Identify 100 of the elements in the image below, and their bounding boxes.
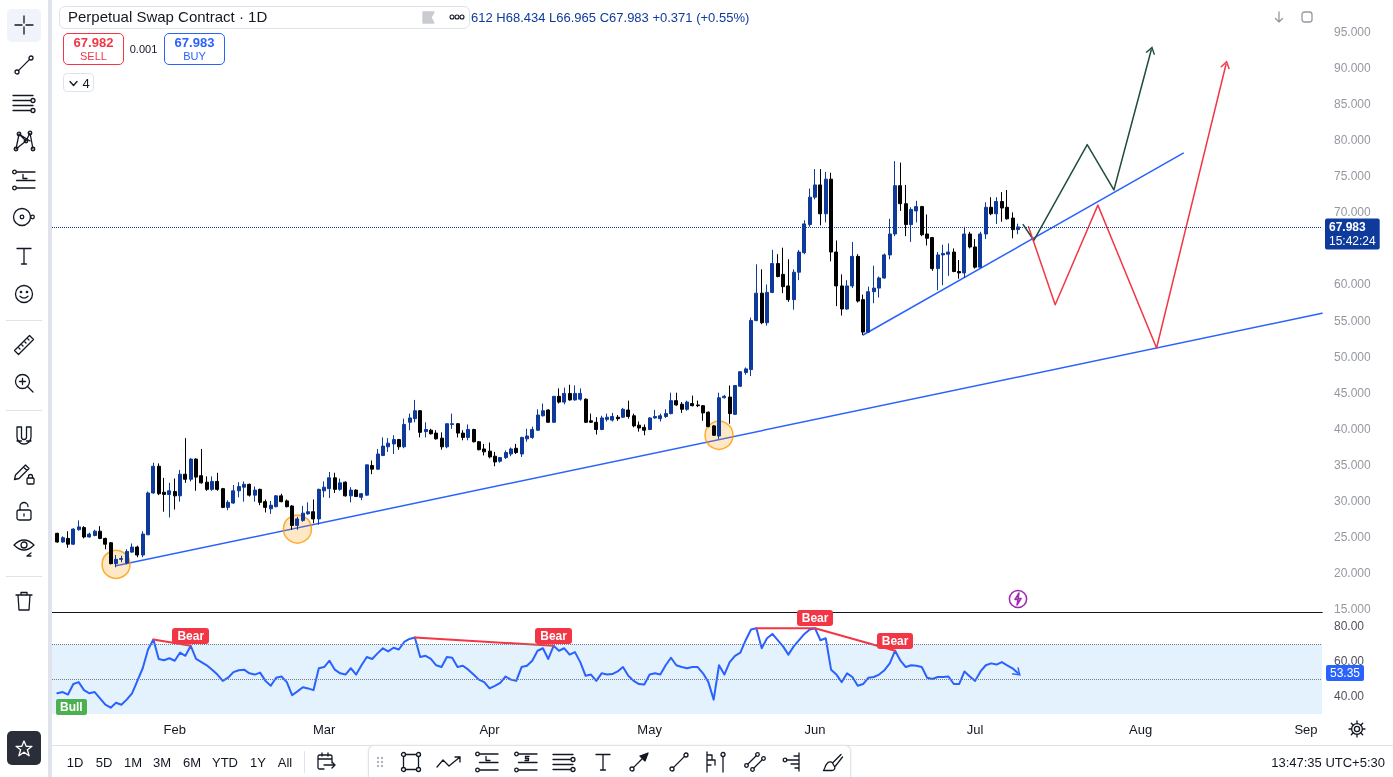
annotation: Bear	[876, 632, 914, 649]
candlestick	[728, 384, 732, 425]
y-tick-label: 25.000	[1334, 529, 1372, 544]
annotation: Bear	[796, 610, 834, 627]
y-tick-label: 95.000	[1334, 25, 1372, 39]
candlestick	[712, 424, 716, 437]
candlestick	[1011, 211, 1015, 239]
candlestick	[557, 387, 561, 405]
annotation: Bear	[535, 627, 572, 644]
candlestick	[189, 457, 193, 482]
candlestick	[365, 464, 369, 497]
candlestick	[93, 529, 97, 537]
candlestick	[397, 438, 401, 451]
candlestick	[135, 545, 139, 558]
text: All	[277, 754, 293, 770]
candlestick	[866, 286, 870, 334]
candlestick	[349, 486, 353, 503]
candlestick	[546, 408, 550, 424]
candlestick	[440, 431, 444, 451]
x-tick-label: May	[637, 722, 663, 737]
y-tick-label: 60.000	[1334, 277, 1372, 292]
point	[1145, 46, 1156, 55]
text: 15:42:24	[1329, 234, 1377, 249]
candlestick	[626, 400, 630, 420]
candlestick	[109, 541, 113, 565]
y-tick-label: 80.000	[1334, 133, 1372, 148]
text: 1Y	[250, 754, 266, 770]
candlestick	[178, 469, 182, 503]
chart-title: Perpetual Swap Contract · 1D	[68, 8, 268, 25]
candlestick	[989, 196, 993, 216]
candlestick	[338, 478, 342, 492]
y-tick-label: 20.000	[1334, 566, 1372, 581]
annotation: Bear	[172, 627, 210, 644]
text: 612 H68.434 L66.965 C67.983 +0.371 (+0.55%)	[471, 9, 750, 25]
y-tick-label: 40.000	[1334, 421, 1372, 436]
y-tick-label: 15.000	[1334, 602, 1372, 617]
text: 1M	[123, 754, 143, 770]
candlestick	[424, 421, 428, 438]
candlestick	[498, 456, 502, 464]
candlestick	[215, 472, 219, 492]
y-tick-label: 40.00	[1334, 689, 1365, 704]
annotation: SELL	[80, 49, 107, 62]
candlestick	[247, 483, 251, 498]
candlestick	[824, 171, 828, 223]
candlestick	[840, 273, 844, 317]
y-tick-label: 50.000	[1334, 349, 1372, 364]
annotation: BUY	[183, 49, 206, 62]
x-tick-label: Jul	[966, 722, 984, 737]
candlestick	[87, 532, 91, 539]
candlestick	[466, 423, 470, 441]
candlestick	[210, 475, 214, 492]
y-tick-label: 85.000	[1334, 97, 1372, 112]
candlestick	[562, 387, 566, 405]
candlestick	[311, 498, 315, 524]
text: 53.35	[1326, 665, 1365, 682]
candlestick	[898, 162, 902, 212]
candlestick	[568, 384, 572, 402]
text: YTD	[212, 754, 238, 770]
text: 13:47:35 UTC+5:30	[1271, 754, 1385, 770]
candlestick	[295, 516, 299, 531]
x-tick-label: Feb	[163, 722, 186, 737]
x-tick-label: Jun	[804, 722, 826, 737]
candlestick	[760, 268, 764, 325]
x-tick-label: Aug	[1129, 722, 1153, 737]
ref-line-label: 67.983	[1329, 220, 1367, 235]
candlestick	[167, 482, 171, 518]
candlestick	[621, 407, 625, 419]
candlestick	[359, 492, 363, 501]
candlestick	[61, 535, 65, 544]
candlestick	[343, 480, 347, 498]
annotation: 67.983	[174, 34, 215, 50]
y-tick-label: 70.000	[1334, 205, 1372, 220]
candlestick	[354, 488, 358, 498]
y-tick-label: 55.000	[1334, 313, 1372, 328]
candlestick	[333, 472, 337, 494]
x-tick-label: Apr	[479, 722, 501, 737]
candlestick	[205, 475, 209, 492]
candlestick	[904, 184, 908, 237]
candlestick	[183, 437, 187, 484]
point	[1220, 60, 1230, 70]
candlestick	[77, 519, 81, 531]
candlestick	[680, 401, 684, 414]
candlestick	[55, 532, 59, 544]
text: 1D	[66, 754, 84, 770]
candlestick	[402, 418, 406, 449]
candlestick	[221, 487, 225, 509]
candlestick	[253, 485, 257, 503]
candlestick	[685, 400, 689, 412]
text: 5D	[95, 754, 113, 770]
candlestick	[82, 525, 86, 539]
candlestick	[514, 443, 518, 455]
annotation: 0.001	[129, 42, 158, 55]
x-tick-label: Sep	[1294, 722, 1318, 737]
candlestick	[173, 478, 177, 511]
annotation: Bull	[56, 699, 87, 715]
candlestick	[66, 530, 70, 549]
y-tick-label: 45.000	[1334, 385, 1372, 400]
annotation: 4	[82, 75, 90, 91]
y-tick-label: 35.000	[1334, 457, 1372, 472]
candlestick	[994, 196, 998, 225]
